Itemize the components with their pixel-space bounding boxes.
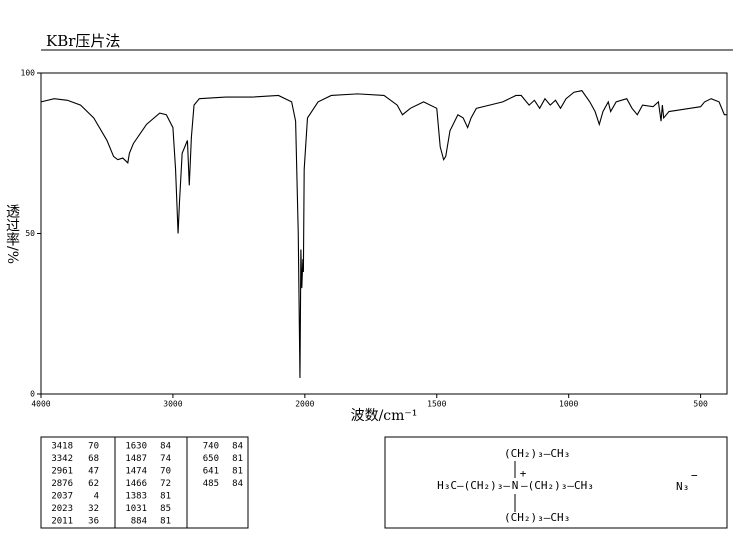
peak-wavenumber: 641 (203, 467, 219, 477)
plot-frame (40, 72, 728, 395)
peak-transmittance: 84 (232, 442, 243, 452)
page-title: KBr压片法 (46, 32, 120, 50)
structure-frame (384, 436, 728, 529)
peak-transmittance: 84 (160, 442, 171, 452)
peak-transmittance: 74 (160, 454, 171, 464)
peak-wavenumber: 884 (131, 517, 147, 527)
peak-wavenumber: 2023 (51, 504, 73, 514)
structure-text: (CH₂)₃—CH₃ (504, 511, 570, 524)
x-tick-label: 500 (693, 400, 708, 409)
structure-text: N₃ (676, 480, 689, 493)
structure-text: —(CH₂)₃—CH₃ (521, 479, 594, 492)
peak-transmittance: 81 (232, 454, 243, 464)
peak-wavenumber: 1383 (125, 492, 147, 502)
peak-transmittance: 47 (88, 467, 99, 477)
peak-transmittance: 81 (160, 492, 171, 502)
x-axis-label: 波数/cm⁻¹ (351, 408, 418, 424)
peak-wavenumber: 1630 (125, 442, 147, 452)
peak-wavenumber: 1474 (125, 467, 147, 477)
y-tick-label: 100 (21, 69, 36, 78)
peak-wavenumber: 650 (203, 454, 219, 464)
x-tick-label: 4000 (31, 400, 50, 409)
peak-wavenumber: 2961 (51, 467, 73, 477)
peak-wavenumber: 2876 (51, 479, 73, 489)
peak-wavenumber: 2037 (51, 492, 73, 502)
peak-wavenumber: 3342 (51, 454, 73, 464)
peak-transmittance: 68 (88, 454, 99, 464)
peak-wavenumber: 740 (203, 442, 219, 452)
x-tick-label: 1000 (559, 400, 578, 409)
peak-transmittance: 84 (232, 479, 243, 489)
peak-wavenumber: 1031 (125, 504, 147, 514)
structure-text: + (520, 467, 527, 480)
peak-transmittance: 32 (88, 504, 99, 514)
structure-text: − (691, 469, 698, 482)
structure-text: H₃C—(CH₂)₃— (437, 479, 510, 492)
x-tick-label: 3000 (163, 400, 182, 409)
y-tick-label: 0 (30, 390, 35, 399)
peak-transmittance: 81 (232, 467, 243, 477)
peak-wavenumber: 3418 (51, 442, 73, 452)
peak-table-frame (40, 436, 249, 529)
peak-transmittance: 70 (88, 442, 99, 452)
peak-transmittance: 62 (88, 479, 99, 489)
peak-wavenumber: 1487 (125, 454, 147, 464)
y-axis-label: 透过率/% (4, 204, 20, 264)
x-tick-label: 1500 (427, 400, 446, 409)
x-tick-label: 2000 (295, 400, 314, 409)
peak-transmittance: 81 (160, 517, 171, 527)
peak-transmittance: 72 (160, 479, 171, 489)
peak-transmittance: 85 (160, 504, 171, 514)
peak-transmittance: 36 (88, 517, 99, 527)
peak-wavenumber: 1466 (125, 479, 147, 489)
spectrum-line (40, 90, 727, 378)
structure-text: (CH₂)₃—CH₃ (504, 447, 570, 460)
peak-transmittance: 70 (160, 467, 171, 477)
peak-wavenumber: 485 (203, 479, 219, 489)
peak-transmittance: 4 (94, 492, 99, 502)
peak-wavenumber: 2011 (51, 517, 73, 527)
structure-text: N (512, 479, 519, 492)
y-tick-label: 50 (25, 229, 35, 238)
